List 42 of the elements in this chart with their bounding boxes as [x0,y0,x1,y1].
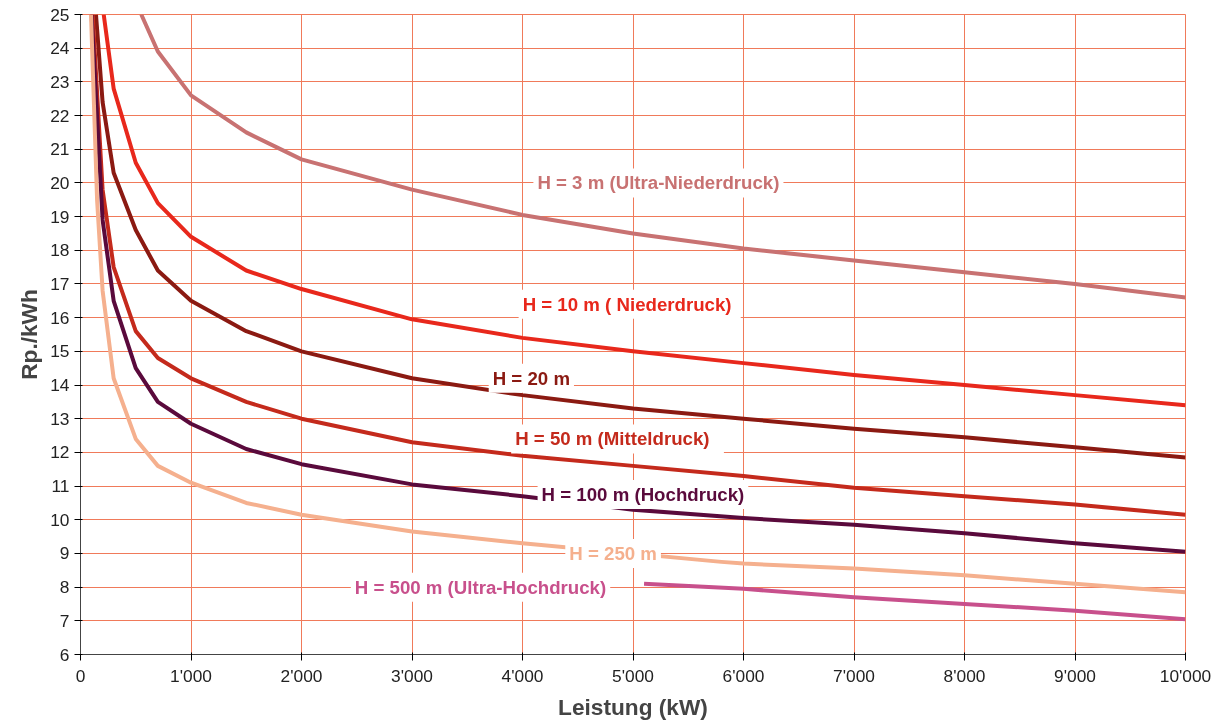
text: H = 500 m (Ultra-Hochdruck) [354,576,607,598]
x-tick-label: 5'000 [612,665,654,686]
line-series [642,581,1186,622]
y-tick-label: 10 [50,509,70,530]
y-tick-label: 17 [50,273,70,294]
y-tick-label: 14 [50,375,70,396]
y-tick-label: 19 [50,206,70,227]
y-tick-label: 25 [50,4,70,25]
y-tick-label: 15 [50,341,70,362]
series-label: H = 250 m [569,542,657,564]
y-tick-label: 8 [59,577,70,598]
y-tick-label: 13 [50,408,70,429]
y-tick-label: 24 [50,38,70,59]
x-tick-label: 10'000 [1159,665,1212,686]
x-tick-label: 3'000 [391,665,433,686]
y-tick-label: 20 [50,172,70,193]
x-tick-label: 6'000 [722,665,765,686]
y-tick-label: 23 [50,71,70,92]
x-axis-title: Leistung (kW) [558,693,708,720]
x-tick-label: 7'000 [833,665,875,686]
line-series [139,14,1186,300]
x-tick-label: 2'000 [280,665,323,686]
y-tick-label: 18 [50,240,70,261]
y-tick-label: 7 [59,610,70,631]
y-tick-label: 21 [50,139,70,160]
y-tick-label: 12 [50,442,70,463]
y-tick-label: 9 [59,543,70,564]
x-tick-label: 4'000 [501,665,544,686]
series-label: H = 100 m (Hochdruck) [541,484,745,505]
x-tick-label: 1'000 [170,665,212,686]
series-label: H = 10 m ( Niederdruck) [522,293,732,315]
y-tick-label: 11 [51,476,70,497]
x-tick-label: 0 [75,665,86,686]
series-label: H = 50 m (Mitteldruck) [515,428,710,450]
y-tick-label: 6 [59,644,70,665]
x-tick-label: 9'000 [1054,665,1096,686]
x-tick-label: 8'000 [943,665,986,686]
y-tick-label: 16 [50,307,70,328]
y-tick-label: 22 [50,105,70,126]
series-label: H = 3 m (Ultra-Niederdruck) [537,172,780,194]
series-label: H = 20 m [492,367,570,389]
y-axis-title: Rp./kWh [16,289,43,380]
